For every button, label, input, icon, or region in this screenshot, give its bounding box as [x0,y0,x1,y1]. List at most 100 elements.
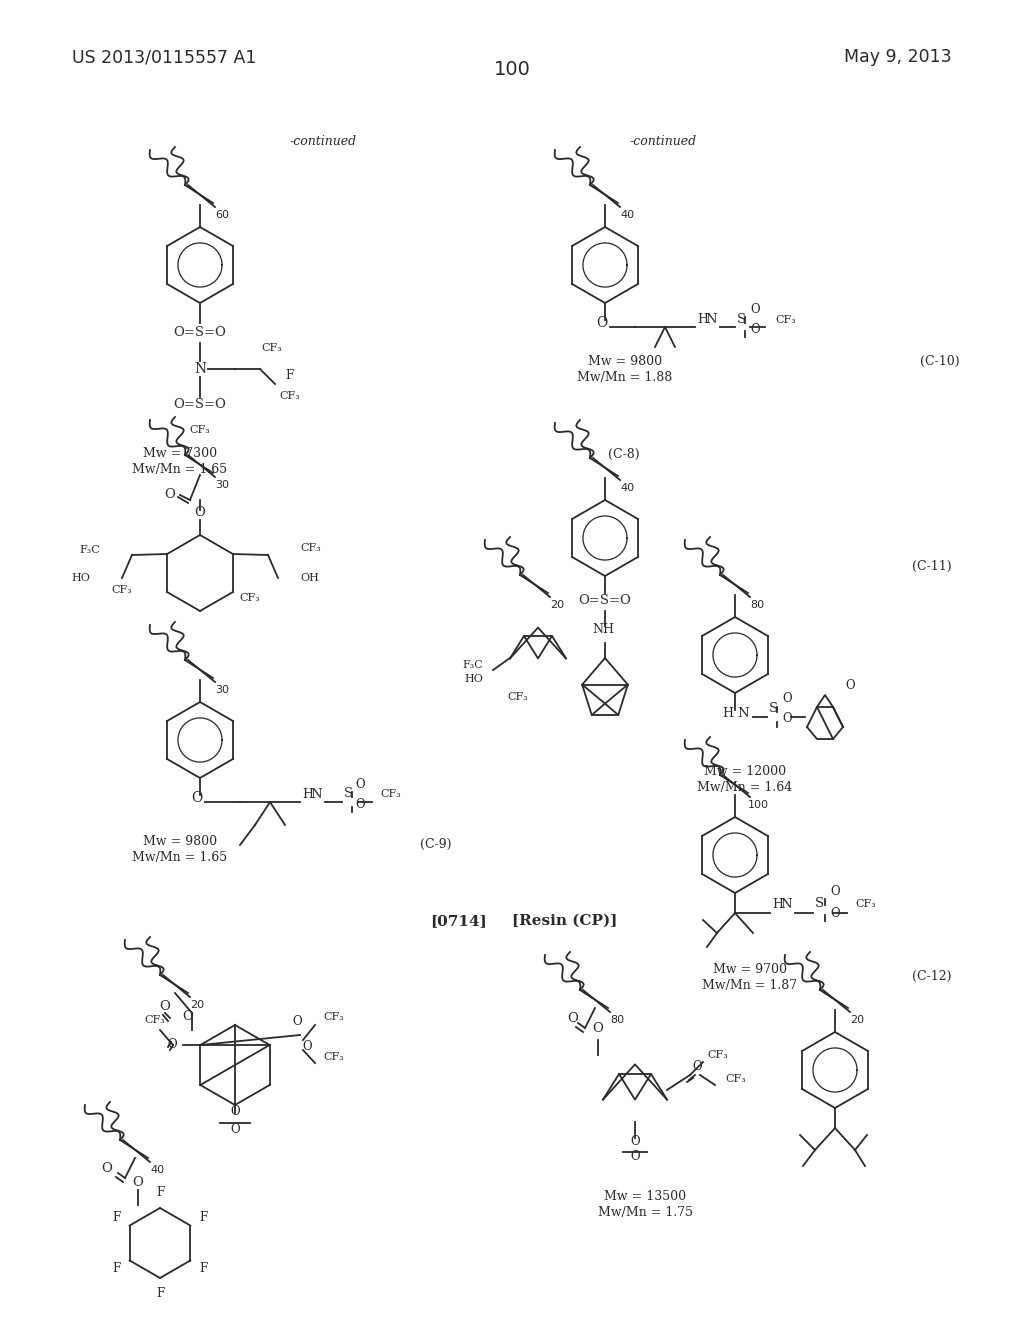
Text: 20: 20 [190,1001,204,1010]
Text: 80: 80 [750,601,764,610]
Text: N: N [310,788,322,801]
Text: O: O [355,799,365,810]
Text: 40: 40 [620,210,634,220]
Text: Mw = 9800: Mw = 9800 [143,836,217,847]
Text: (C-12): (C-12) [912,970,951,983]
Text: Mw/Mn = 1.64: Mw/Mn = 1.64 [697,781,793,795]
Text: -continued: -continued [290,135,357,148]
Text: O: O [751,304,760,315]
Text: F: F [200,1262,208,1275]
Text: -continued: -continued [630,135,697,148]
Text: Mw = 13500: Mw = 13500 [604,1191,686,1203]
Text: CF₃: CF₃ [300,543,321,553]
Text: Mw = 9700: Mw = 9700 [713,964,787,975]
Text: O: O [751,323,760,337]
Text: O: O [567,1012,578,1026]
Text: CF₃: CF₃ [189,425,210,436]
Text: (C-8): (C-8) [608,447,640,461]
Text: CF₃: CF₃ [323,1012,344,1022]
Text: (C-11): (C-11) [912,560,951,573]
Text: H: H [772,898,783,911]
Text: F: F [156,1287,164,1300]
Text: Mw/Mn = 1.65: Mw/Mn = 1.65 [132,851,227,865]
Text: (C-10): (C-10) [920,355,959,368]
Text: [0714]: [0714] [430,913,486,928]
Text: S: S [815,898,824,909]
Text: CF₃: CF₃ [855,899,876,909]
Text: CF₃: CF₃ [707,1049,728,1060]
Text: 30: 30 [215,480,229,490]
Text: CF₃: CF₃ [144,1015,165,1026]
Text: CF₃: CF₃ [508,692,528,702]
Text: O: O [230,1123,240,1137]
Text: S: S [737,313,746,326]
Text: 40: 40 [620,483,634,492]
Text: O: O [630,1150,640,1163]
Text: F₃C: F₃C [79,545,100,554]
Text: O: O [830,907,840,920]
Text: Mw/Mn = 1.65: Mw/Mn = 1.65 [132,463,227,477]
Text: CF₃: CF₃ [261,343,283,352]
Text: Mw = 12000: Mw = 12000 [703,766,786,777]
Text: CF₃: CF₃ [725,1074,745,1084]
Text: OH: OH [300,573,318,583]
Text: F: F [112,1262,120,1275]
Text: Mw = 7300: Mw = 7300 [143,447,217,459]
Text: CF₃: CF₃ [775,315,796,325]
Text: O: O [302,1040,312,1053]
Text: Mw/Mn = 1.87: Mw/Mn = 1.87 [702,979,798,993]
Text: HO: HO [71,573,90,583]
Text: 40: 40 [150,1166,164,1175]
Text: (C-9): (C-9) [420,838,452,851]
Text: 100: 100 [494,59,530,79]
Text: O: O [782,692,792,705]
Text: H: H [697,313,708,326]
Text: CF₃: CF₃ [112,585,132,595]
Text: 100: 100 [748,800,769,810]
Text: CF₃: CF₃ [323,1052,344,1063]
Text: O: O [692,1060,701,1073]
Text: F₃C: F₃C [462,660,483,671]
Text: O=S=O: O=S=O [173,399,226,412]
Text: O: O [630,1135,640,1148]
Text: 80: 80 [610,1015,624,1026]
Text: US 2013/0115557 A1: US 2013/0115557 A1 [72,48,256,66]
Text: CF₃: CF₃ [380,789,400,799]
Text: O: O [230,1105,240,1118]
Text: H: H [302,788,313,801]
Text: N: N [194,362,206,376]
Text: N: N [780,898,792,911]
Text: O: O [292,1015,302,1028]
Text: O: O [593,1022,603,1035]
Text: Mw/Mn = 1.75: Mw/Mn = 1.75 [597,1206,692,1218]
Text: CF₃: CF₃ [240,593,260,603]
Text: 30: 30 [215,685,229,696]
Text: H: H [722,708,733,719]
Text: O: O [191,791,203,805]
Text: O=S=O: O=S=O [173,326,226,339]
Text: O: O [195,507,206,520]
Text: O: O [596,315,607,330]
Text: O: O [101,1162,112,1175]
Text: F: F [112,1212,120,1224]
Text: S: S [344,787,353,800]
Text: O=S=O: O=S=O [579,594,632,607]
Text: O: O [132,1176,143,1188]
Text: [Resin (CP)]: [Resin (CP)] [512,913,617,928]
Text: Mw = 9800: Mw = 9800 [588,355,663,368]
Text: F: F [156,1185,164,1199]
Text: F: F [285,370,293,381]
Text: 60: 60 [215,210,229,220]
Text: O: O [782,711,792,725]
Text: O: O [159,1001,170,1012]
Text: O: O [830,884,840,898]
Text: Mw/Mn = 1.88: Mw/Mn = 1.88 [578,371,673,384]
Text: N: N [705,313,717,326]
Text: O: O [167,1038,177,1051]
Text: CF₃: CF₃ [280,391,300,401]
Text: O: O [164,488,175,502]
Text: F: F [200,1212,208,1224]
Text: S: S [769,702,778,715]
Text: 20: 20 [850,1015,864,1026]
Text: O: O [845,678,855,692]
